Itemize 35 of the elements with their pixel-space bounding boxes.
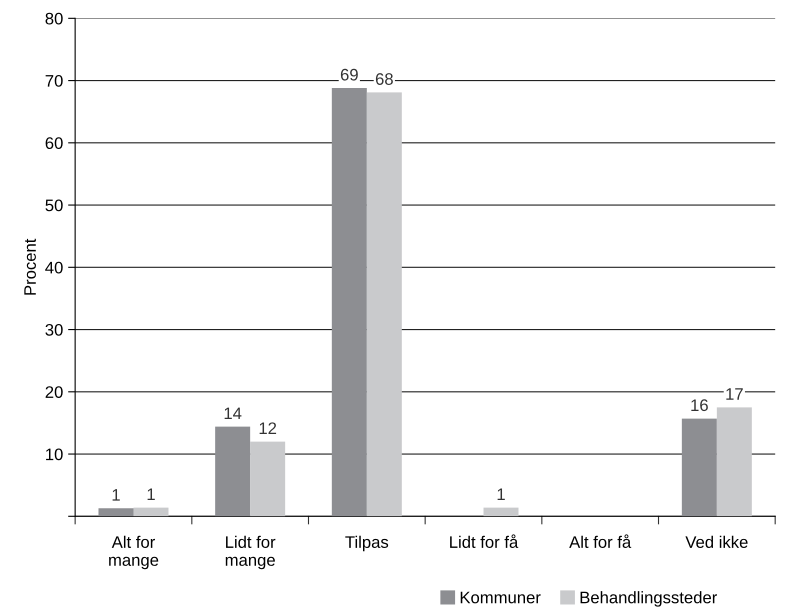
legend-label: Kommuner [460,592,541,604]
y-tick-label: 50 [45,199,63,212]
x-tick-label: Alt for mange [109,536,158,570]
data-label: 68 [376,73,393,85]
bar [332,88,367,516]
data-label: 16 [691,399,708,412]
data-label: 17 [726,388,743,400]
data-label: 1 [112,489,120,501]
bar [716,407,752,516]
data-label: 1 [148,488,155,500]
data-label: 14 [224,408,242,420]
data-label: 1 [498,488,505,500]
y-tick-label: 40 [45,262,63,274]
y-tick-label: 20 [46,386,63,398]
bar [366,92,402,516]
y-tick-label: 30 [45,324,63,336]
bar [98,508,134,516]
y-tick-label: 80 [46,12,63,25]
x-tick-label: Tilpas [345,536,388,552]
bar [682,418,717,516]
y-tick-label: 60 [46,137,63,150]
bar [484,508,518,516]
bar [250,442,286,516]
data-label: 12 [260,422,276,434]
legend-label: Behandlingssteder [580,591,718,607]
x-tick-label: Alt for få [569,534,632,548]
bar [215,426,250,516]
bar [133,508,168,516]
x-tick-label: Lidt for mange [226,536,276,570]
y-tick-label: 10 [46,448,63,460]
x-tick-label: Lidt for få [450,534,518,548]
y-tick-label: 70 [46,74,63,87]
data-label: 69 [340,68,358,81]
y-axis-title: Procent [24,238,36,295]
x-tick-label: Ved ikke [685,536,748,548]
